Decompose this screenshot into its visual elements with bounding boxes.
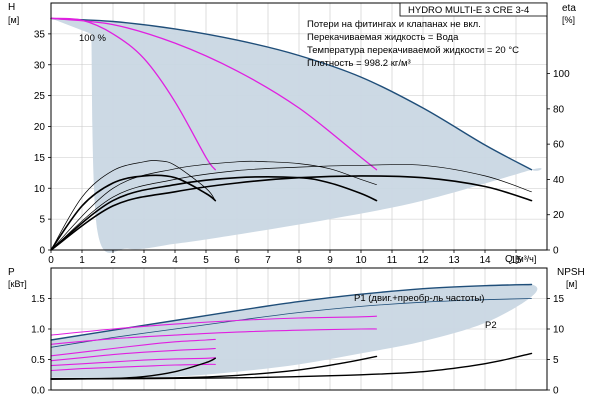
- p1-series-label: P1 (двиг.+преобр-ль частоты): [354, 293, 484, 304]
- power-curve-npsh: [50, 352, 533, 380]
- power-ytick-label: 1.0: [31, 325, 45, 336]
- head-xtick-label: 8: [296, 255, 302, 266]
- flow-axis-label: Q: [505, 254, 513, 265]
- head-y2tick-label: 100: [553, 69, 570, 80]
- model-label-box: [399, 2, 548, 17]
- power-axis-label: P: [8, 267, 15, 278]
- head-curve-head-max: [50, 17, 533, 171]
- model-label: HYDRO MULTI-E 3 CRE 3-4: [408, 5, 529, 16]
- head-y2tick-label: 40: [553, 175, 565, 186]
- head-ytick-label: 0: [39, 246, 45, 257]
- head-ytick-label: 20: [34, 122, 46, 133]
- head-series: [50, 17, 533, 251]
- head-xtick-label: 15: [510, 255, 522, 266]
- head-xtick-label: 0: [48, 255, 54, 266]
- head-xtick-label: 6: [234, 255, 240, 266]
- head-axis-label: H: [8, 2, 15, 13]
- head-operating-envelope: [51, 18, 542, 253]
- power-ytick-label: 1.5: [31, 294, 45, 305]
- power-y2tick-label: 15: [553, 294, 565, 305]
- head-xtick-label: 1: [79, 255, 85, 266]
- power-curve-p: [50, 347, 216, 362]
- note-density: Плотность = 998.2 кг/м³: [307, 58, 411, 69]
- head-axis-unit: [м]: [8, 15, 19, 25]
- note-losses: Потери на фитингах и клапанах не вкл.: [307, 19, 481, 30]
- npsh-axis-label: NPSH: [557, 267, 585, 278]
- flow-axis-unit: [м³/ч]: [515, 254, 536, 264]
- head-xtick-label: 12: [417, 255, 429, 266]
- head-curve-eta: [50, 164, 532, 251]
- head-ytick-label: 10: [34, 184, 46, 195]
- head-y2tick-label: 80: [553, 104, 565, 115]
- head-curve-eta: [50, 176, 378, 251]
- head-y2tick-label: 0: [553, 246, 559, 257]
- head-xtick-label: 5: [203, 255, 209, 266]
- head-curve-eta: [50, 174, 217, 251]
- power-curve-p: [50, 315, 378, 336]
- power-curve-p: [50, 363, 216, 372]
- head-xtick-label: 11: [387, 255, 398, 266]
- note-temperature: Температура перекачиваемой жидкости = 20…: [307, 45, 519, 56]
- eta-axis-unit: [%]: [562, 15, 575, 25]
- annotation-100-percent: 100 %: [79, 33, 106, 44]
- power-ytick-label: 0.5: [31, 355, 45, 366]
- power-series: [50, 283, 533, 380]
- p2-series-label: P2: [485, 320, 497, 331]
- head-xtick-label: 2: [110, 255, 116, 266]
- head-curve-eta: [50, 175, 533, 251]
- head-curve-head: [50, 17, 378, 171]
- head-xtick-label: 9: [327, 255, 333, 266]
- head-xtick-label: 3: [141, 255, 147, 266]
- power-axis-unit: [кВт]: [8, 279, 27, 289]
- head-xtick-label: 7: [265, 255, 271, 266]
- head-ytick-label: 5: [39, 215, 45, 226]
- head-xtick-label: 10: [355, 255, 367, 266]
- head-y2tick-label: 60: [553, 140, 565, 151]
- head-ytick-label: 35: [34, 29, 46, 40]
- npsh-axis-unit: [м]: [566, 279, 577, 289]
- note-liquid: Перекачиваемая жидкость = Вода: [307, 32, 459, 43]
- head-y2tick-label: 20: [553, 210, 565, 221]
- power-ticks: 0.0 0.5 1.0 1.5 0 5 10 15: [31, 294, 564, 397]
- power-ytick-label: 0.0: [31, 386, 45, 397]
- power-y2tick-label: 5: [553, 355, 559, 366]
- head-ytick-label: 15: [34, 153, 46, 164]
- head-xtick-label: 4: [172, 255, 178, 266]
- head-ytick-label: 30: [34, 60, 46, 71]
- power-curve-p: [50, 338, 216, 357]
- head-ytick-label: 25: [34, 91, 46, 102]
- power-curve-p2: [50, 298, 532, 348]
- head-xtick-label: 14: [479, 255, 491, 266]
- head-envelope: [51, 18, 542, 253]
- head-xtick-label: 13: [448, 255, 460, 266]
- power-curve-p: [50, 357, 216, 367]
- eta-axis-label: eta: [562, 3, 576, 14]
- notes-block: Потери на фитингах и клапанах не вкл. Пе…: [307, 19, 519, 69]
- power-y2tick-label: 10: [553, 325, 565, 336]
- power-panel: 0.0 0.5 1.0 1.5 0 5 10 15 P [кВт] NPSH [м] P1 (…: [8, 267, 585, 397]
- power-y2tick-label: 0: [553, 386, 559, 397]
- power-curve-p: [50, 328, 378, 345]
